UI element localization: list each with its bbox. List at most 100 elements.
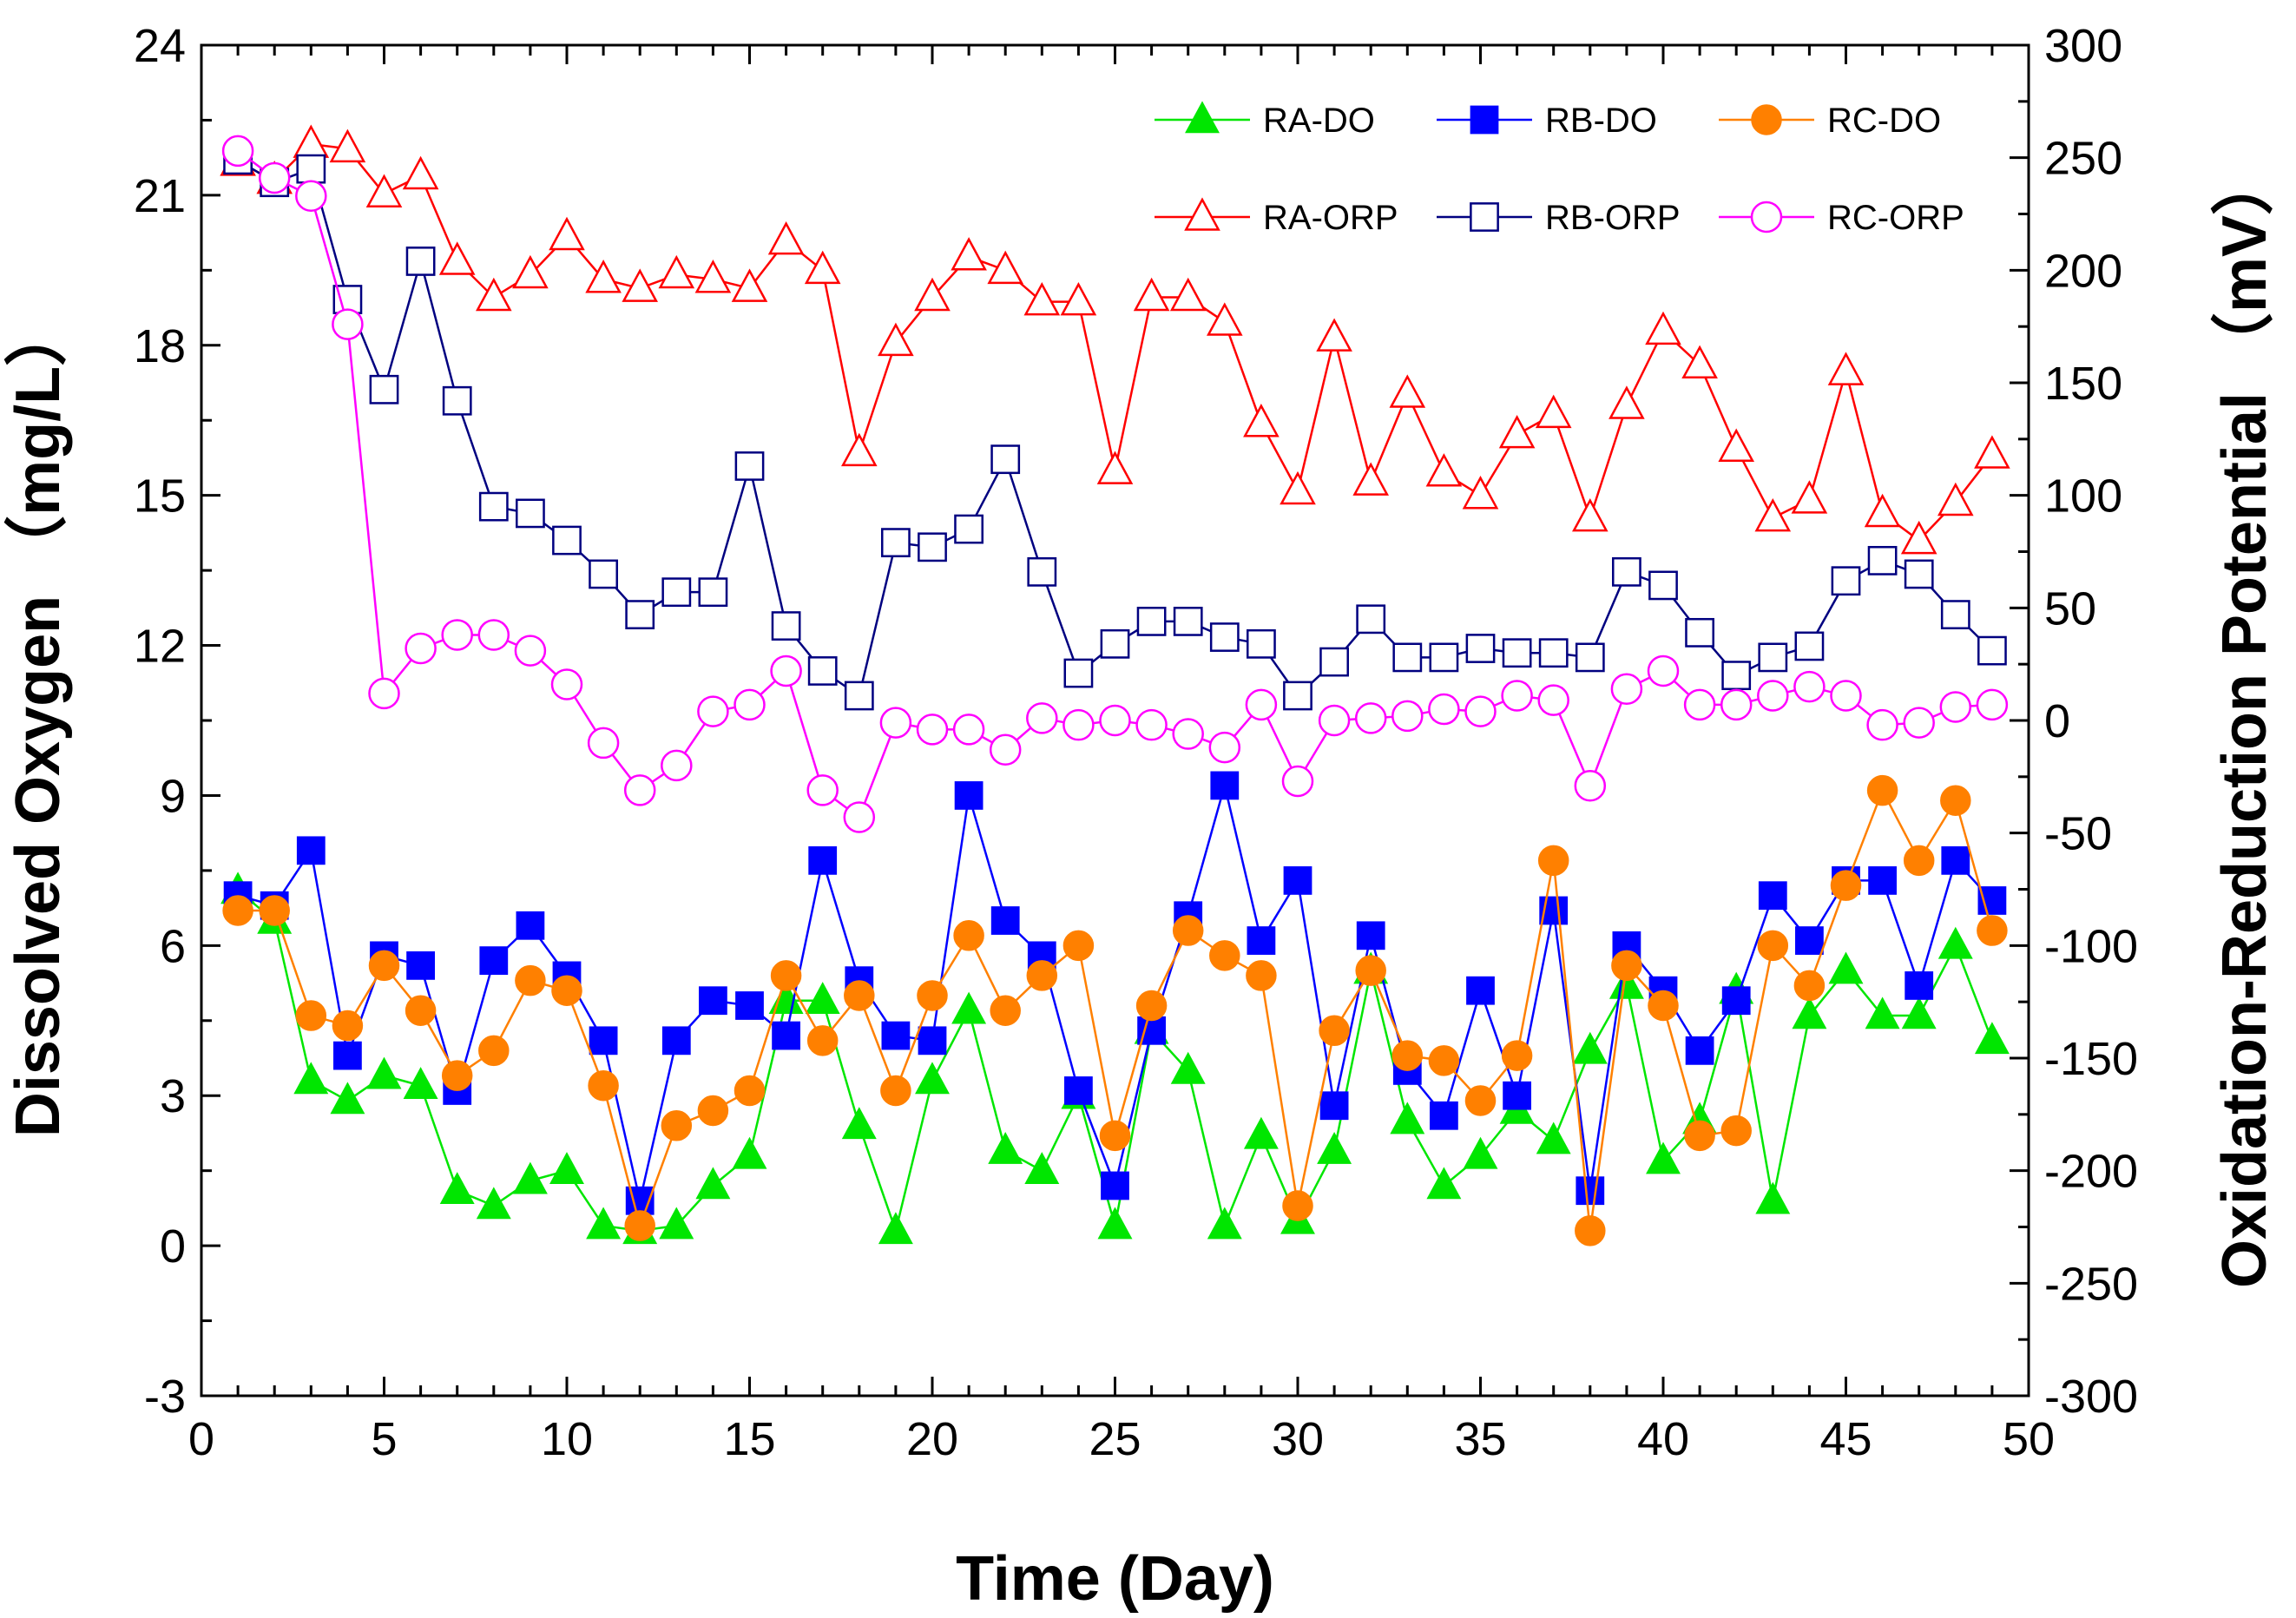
data-point-rc-orp [806,774,839,806]
data-point-rc-do [441,1060,473,1091]
data-point-rb-orp [1173,607,1203,636]
data-point-rb-orp [1831,566,1861,596]
data-point-rc-orp [1720,688,1753,721]
data-point-rb-do [881,1021,911,1050]
data-point-ra-do [1207,1207,1242,1240]
data-point-rb-orp [771,611,801,641]
data-point-ra-do [1426,1167,1462,1200]
data-point-rb-do [1247,926,1276,955]
data-point-rc-orp [1354,702,1387,734]
data-point-rb-orp [1027,556,1057,587]
data-point-ra-orp [767,220,805,255]
data-point-rc-orp [1793,670,1826,703]
data-point-rb-orp [405,247,436,276]
data-point-ra-orp [512,254,549,289]
data-point-ra-orp [841,432,878,467]
data-point-rb-orp [1356,604,1386,635]
data-point-rb-orp [1392,642,1423,673]
data-point-rc-do [770,960,802,991]
data-point-rc-orp [623,774,656,806]
data-point-rb-orp [661,577,692,608]
data-point-rc-orp [258,161,291,194]
data-point-ra-do [1572,1031,1608,1064]
data-point-rc-orp [1830,680,1862,712]
legend-marker [1185,101,1220,134]
data-point-rc-do [295,1000,327,1031]
data-point-ra-do [915,1062,950,1095]
data-point-rc-do [624,1210,655,1241]
legend-marker [1470,105,1499,135]
data-point-ra-orp [1498,414,1536,449]
data-point-ra-do [1609,966,1644,999]
x-tick-label: 10 [541,1413,593,1465]
data-point-ra-do [1170,1051,1206,1084]
data-point-rc-orp [661,749,693,782]
data-point-rc-orp [1976,688,2009,721]
data-point-rc-do [1830,870,1862,901]
data-point-rc-orp [916,714,949,746]
data-point-rb-orp [552,525,582,556]
data-point-rb-orp [1465,634,1496,663]
data-point-ra-orp [585,260,622,293]
y-right-tick-label: 250 [2044,133,2122,185]
data-point-ra-do [366,1056,402,1089]
data-point-rc-orp [770,654,802,687]
data-point-rc-orp [1574,769,1607,802]
x-tick-label: 40 [1637,1413,1689,1465]
y-right-tick-label: 300 [2044,20,2122,72]
y-left-tick-label: 0 [160,1220,186,1273]
data-point-rb-do [1283,866,1312,895]
data-point-ra-orp [1937,482,1974,516]
data-point-rb-orp [1904,559,1934,589]
data-point-rc-do [1720,1115,1752,1147]
data-point-rb-do [1356,921,1385,950]
data-point-ra-orp [293,124,330,158]
data-point-ra-orp [694,260,732,293]
data-point-ra-do [988,1132,1023,1164]
y-left-tick-label: 9 [160,770,186,822]
data-point-rb-orp [1685,617,1714,648]
data-point-rb-orp [1283,681,1312,711]
data-point-rb-do [1685,1036,1714,1065]
data-point-rc-orp [1391,700,1424,733]
data-point-ra-orp [1060,281,1097,316]
data-point-rb-orp [625,600,655,630]
data-point-ra-orp [1718,428,1754,462]
data-point-rb-do [1101,1171,1129,1200]
data-point-rb-do [1868,866,1897,895]
legend-label: RC-ORP [1827,199,1964,237]
data-point-rb-orp [734,451,765,481]
data-point-rc-orp [587,727,620,760]
legend-marker [1751,104,1782,135]
data-point-rc-orp [1939,691,1972,723]
data-point-ra-do [1646,1141,1681,1174]
data-point-rb-orp [1721,661,1752,691]
data-point-rb-orp [1063,658,1094,688]
data-point-rc-do [1575,1215,1606,1246]
data-point-ra-do [1097,1207,1133,1240]
data-point-rb-orp [844,681,874,711]
data-point-ra-do [1024,1152,1060,1184]
data-point-ra-do [951,991,987,1024]
data-point-ra-orp [1900,520,1937,555]
y-left-tick-label: 15 [134,470,186,523]
data-point-rc-do [222,895,253,926]
data-point-rb-do [1319,1091,1349,1121]
data-point-ra-do [878,1212,913,1245]
data-point-ra-orp [1754,497,1792,532]
y-left-tick-label: -3 [144,1371,186,1423]
data-point-rc-do [515,964,546,996]
data-point-rc-do [551,975,582,1006]
data-point-ra-orp [1681,345,1718,379]
data-point-ra-do [805,982,840,1015]
data-point-ra-orp [1023,281,1061,316]
data-point-rc-orp [1245,688,1278,721]
data-point-ra-do [439,1172,475,1205]
data-point-rb-orp [1977,635,2007,666]
data-point-ra-do [512,1161,548,1194]
legend-label: RA-ORP [1263,199,1398,237]
data-point-rb-orp [1612,556,1641,587]
data-point-ra-orp [1974,435,2010,469]
data-point-rc-do [1866,774,1898,806]
